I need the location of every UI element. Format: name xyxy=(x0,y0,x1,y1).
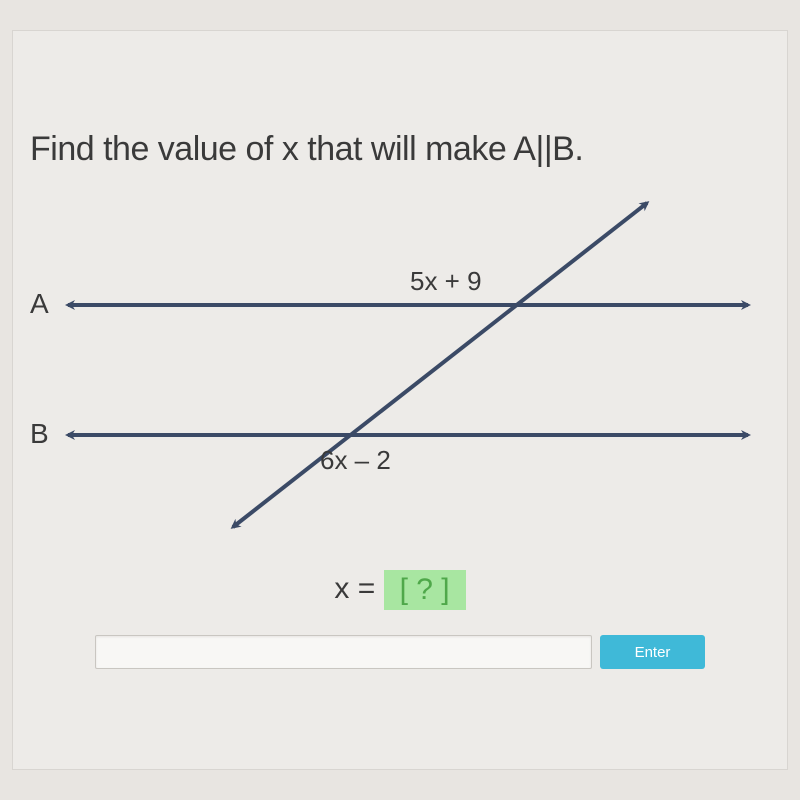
geometry-diagram: A B 5x + 9 6x – 2 xyxy=(30,190,760,550)
diagram-svg xyxy=(30,190,760,550)
answer-input[interactable] xyxy=(95,635,592,669)
answer-prefix: x = xyxy=(334,572,383,605)
expression-top: 5x + 9 xyxy=(410,266,482,297)
input-row: Enter xyxy=(95,635,705,669)
answer-placeholder-box: [ ? ] xyxy=(384,570,466,610)
label-line-a: A xyxy=(30,288,49,320)
label-line-b: B xyxy=(30,418,49,450)
transversal-line xyxy=(233,203,647,527)
question-text: Find the value of x that will make A||B. xyxy=(30,130,780,169)
expression-bottom: 6x – 2 xyxy=(320,445,391,476)
answer-row: x = [ ? ] xyxy=(0,570,800,610)
enter-button[interactable]: Enter xyxy=(600,635,705,669)
